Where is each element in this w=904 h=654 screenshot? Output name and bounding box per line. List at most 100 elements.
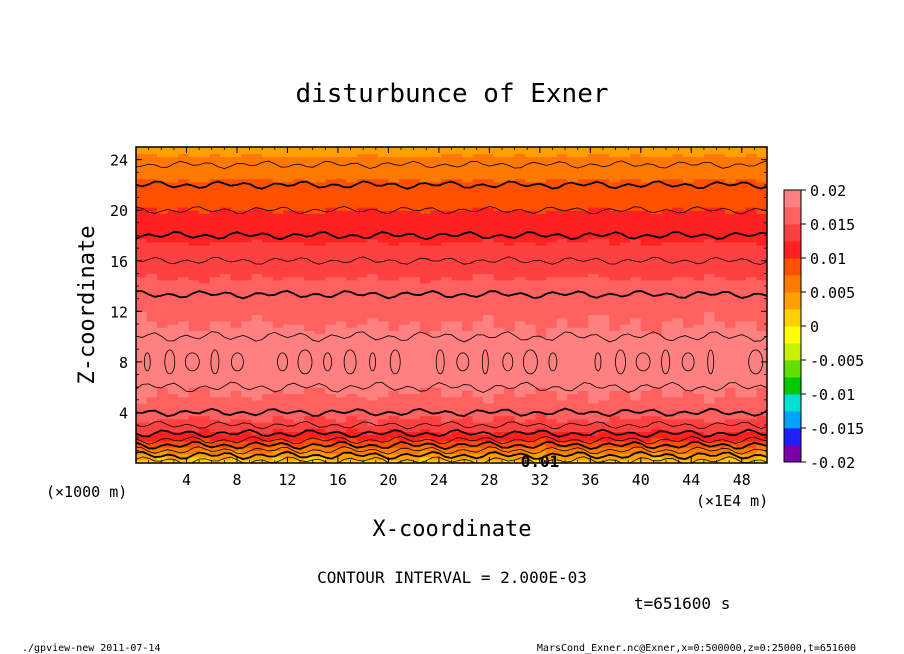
- heatmap-cell: [567, 305, 579, 309]
- heatmap-cell: [745, 349, 758, 353]
- heatmap-cell: [146, 251, 158, 256]
- heatmap-cell: [472, 459, 484, 463]
- heatmap-cell: [672, 298, 684, 303]
- heatmap-cell: [756, 200, 767, 205]
- heatmap-cell: [661, 270, 673, 274]
- heatmap-cell: [493, 320, 505, 325]
- heatmap-cell: [167, 235, 179, 240]
- heatmap-cell: [588, 323, 600, 328]
- heatmap-cell: [472, 308, 484, 312]
- heatmap-cell: [693, 267, 705, 271]
- heatmap-cell: [409, 314, 421, 319]
- heatmap-cell: [546, 226, 558, 230]
- heatmap-cell: [409, 210, 421, 214]
- heatmap-cell: [409, 361, 421, 366]
- heatmap-cell: [356, 200, 368, 205]
- heatmap-cell: [514, 456, 526, 461]
- heatmap-cell: [661, 396, 673, 401]
- heatmap-cell: [661, 399, 673, 404]
- heatmap-cell: [388, 276, 400, 281]
- heatmap-cell: [398, 301, 411, 306]
- heatmap-cell: [703, 273, 716, 278]
- heatmap-cell: [567, 323, 579, 328]
- heatmap-cell: [272, 305, 284, 309]
- heatmap-cell: [556, 421, 568, 426]
- heatmap-cell: [483, 371, 495, 376]
- heatmap-cell: [735, 352, 747, 357]
- heatmap-cell: [398, 311, 411, 316]
- heatmap-cell: [251, 279, 263, 284]
- heatmap-cell: [251, 298, 263, 303]
- heatmap-cell: [388, 342, 400, 347]
- heatmap-cell: [251, 301, 263, 306]
- heatmap-cell: [314, 330, 326, 335]
- heatmap-cell: [745, 267, 758, 271]
- heatmap-cell: [514, 251, 526, 256]
- heatmap-cell: [220, 298, 232, 303]
- heatmap-cell: [703, 289, 716, 293]
- heatmap-cell: [514, 238, 526, 243]
- heatmap-cell: [640, 241, 652, 246]
- heatmap-cell: [251, 251, 263, 256]
- heatmap-cell: [588, 229, 600, 233]
- heatmap-cell: [693, 248, 705, 252]
- heatmap-cell: [535, 276, 547, 281]
- heatmap-cell: [293, 216, 305, 221]
- heatmap-cell: [325, 384, 337, 388]
- heatmap-cell: [598, 222, 610, 227]
- heatmap-cell: [588, 298, 600, 303]
- heatmap-cell: [630, 295, 642, 300]
- heatmap-cell: [682, 358, 694, 363]
- heatmap-cell: [209, 399, 221, 404]
- heatmap-cell: [504, 421, 516, 426]
- heatmap-cell: [724, 418, 737, 423]
- heatmap-cell: [367, 459, 379, 463]
- heatmap-cell: [325, 371, 337, 376]
- heatmap-cell: [535, 219, 547, 224]
- heatmap-cell: [209, 222, 221, 227]
- heatmap-cell: [220, 327, 232, 331]
- heatmap-cell: [693, 295, 705, 300]
- heatmap-cell: [419, 425, 432, 429]
- heatmap-cell: [745, 276, 758, 281]
- heatmap-cell: [335, 200, 347, 205]
- heatmap-cell: [598, 232, 610, 237]
- heatmap-cell: [209, 279, 221, 284]
- heatmap-cell: [356, 260, 368, 265]
- heatmap-cell: [714, 418, 726, 423]
- heatmap-cell: [619, 336, 631, 341]
- heatmap-cell: [640, 361, 652, 366]
- heatmap-cell: [346, 412, 358, 417]
- heatmap-cell: [640, 292, 652, 297]
- heatmap-cell: [630, 200, 642, 205]
- heatmap-cell: [693, 352, 705, 357]
- heatmap-cell: [146, 368, 158, 372]
- heatmap-cell: [377, 384, 389, 388]
- heatmap-cell: [682, 380, 694, 385]
- heatmap-cell: [346, 428, 358, 432]
- heatmap-cell: [209, 459, 221, 463]
- heatmap-cell: [661, 301, 673, 306]
- heatmap-cell: [251, 380, 263, 385]
- heatmap-cell: [251, 210, 263, 214]
- heatmap-cell: [157, 421, 169, 426]
- heatmap-cell: [325, 440, 337, 445]
- heatmap-cell: [609, 305, 621, 309]
- heatmap-cell: [367, 349, 379, 353]
- heatmap-cell: [178, 453, 190, 458]
- heatmap-cell: [504, 349, 516, 353]
- heatmap-cell: [672, 368, 684, 372]
- heatmap-cell: [483, 342, 495, 347]
- heatmap-cell: [472, 273, 484, 278]
- heatmap-cell: [283, 396, 295, 401]
- heatmap-cell: [546, 238, 558, 243]
- heatmap-cell: [220, 213, 232, 218]
- heatmap-cell: [714, 450, 726, 455]
- heatmap-cell: [346, 311, 358, 316]
- heatmap-cell: [367, 273, 379, 278]
- heatmap-cell: [567, 453, 579, 458]
- heatmap-cell: [630, 238, 642, 243]
- heatmap-cell: [682, 289, 694, 293]
- heatmap-cell: [146, 323, 158, 328]
- heatmap-cell: [398, 434, 411, 439]
